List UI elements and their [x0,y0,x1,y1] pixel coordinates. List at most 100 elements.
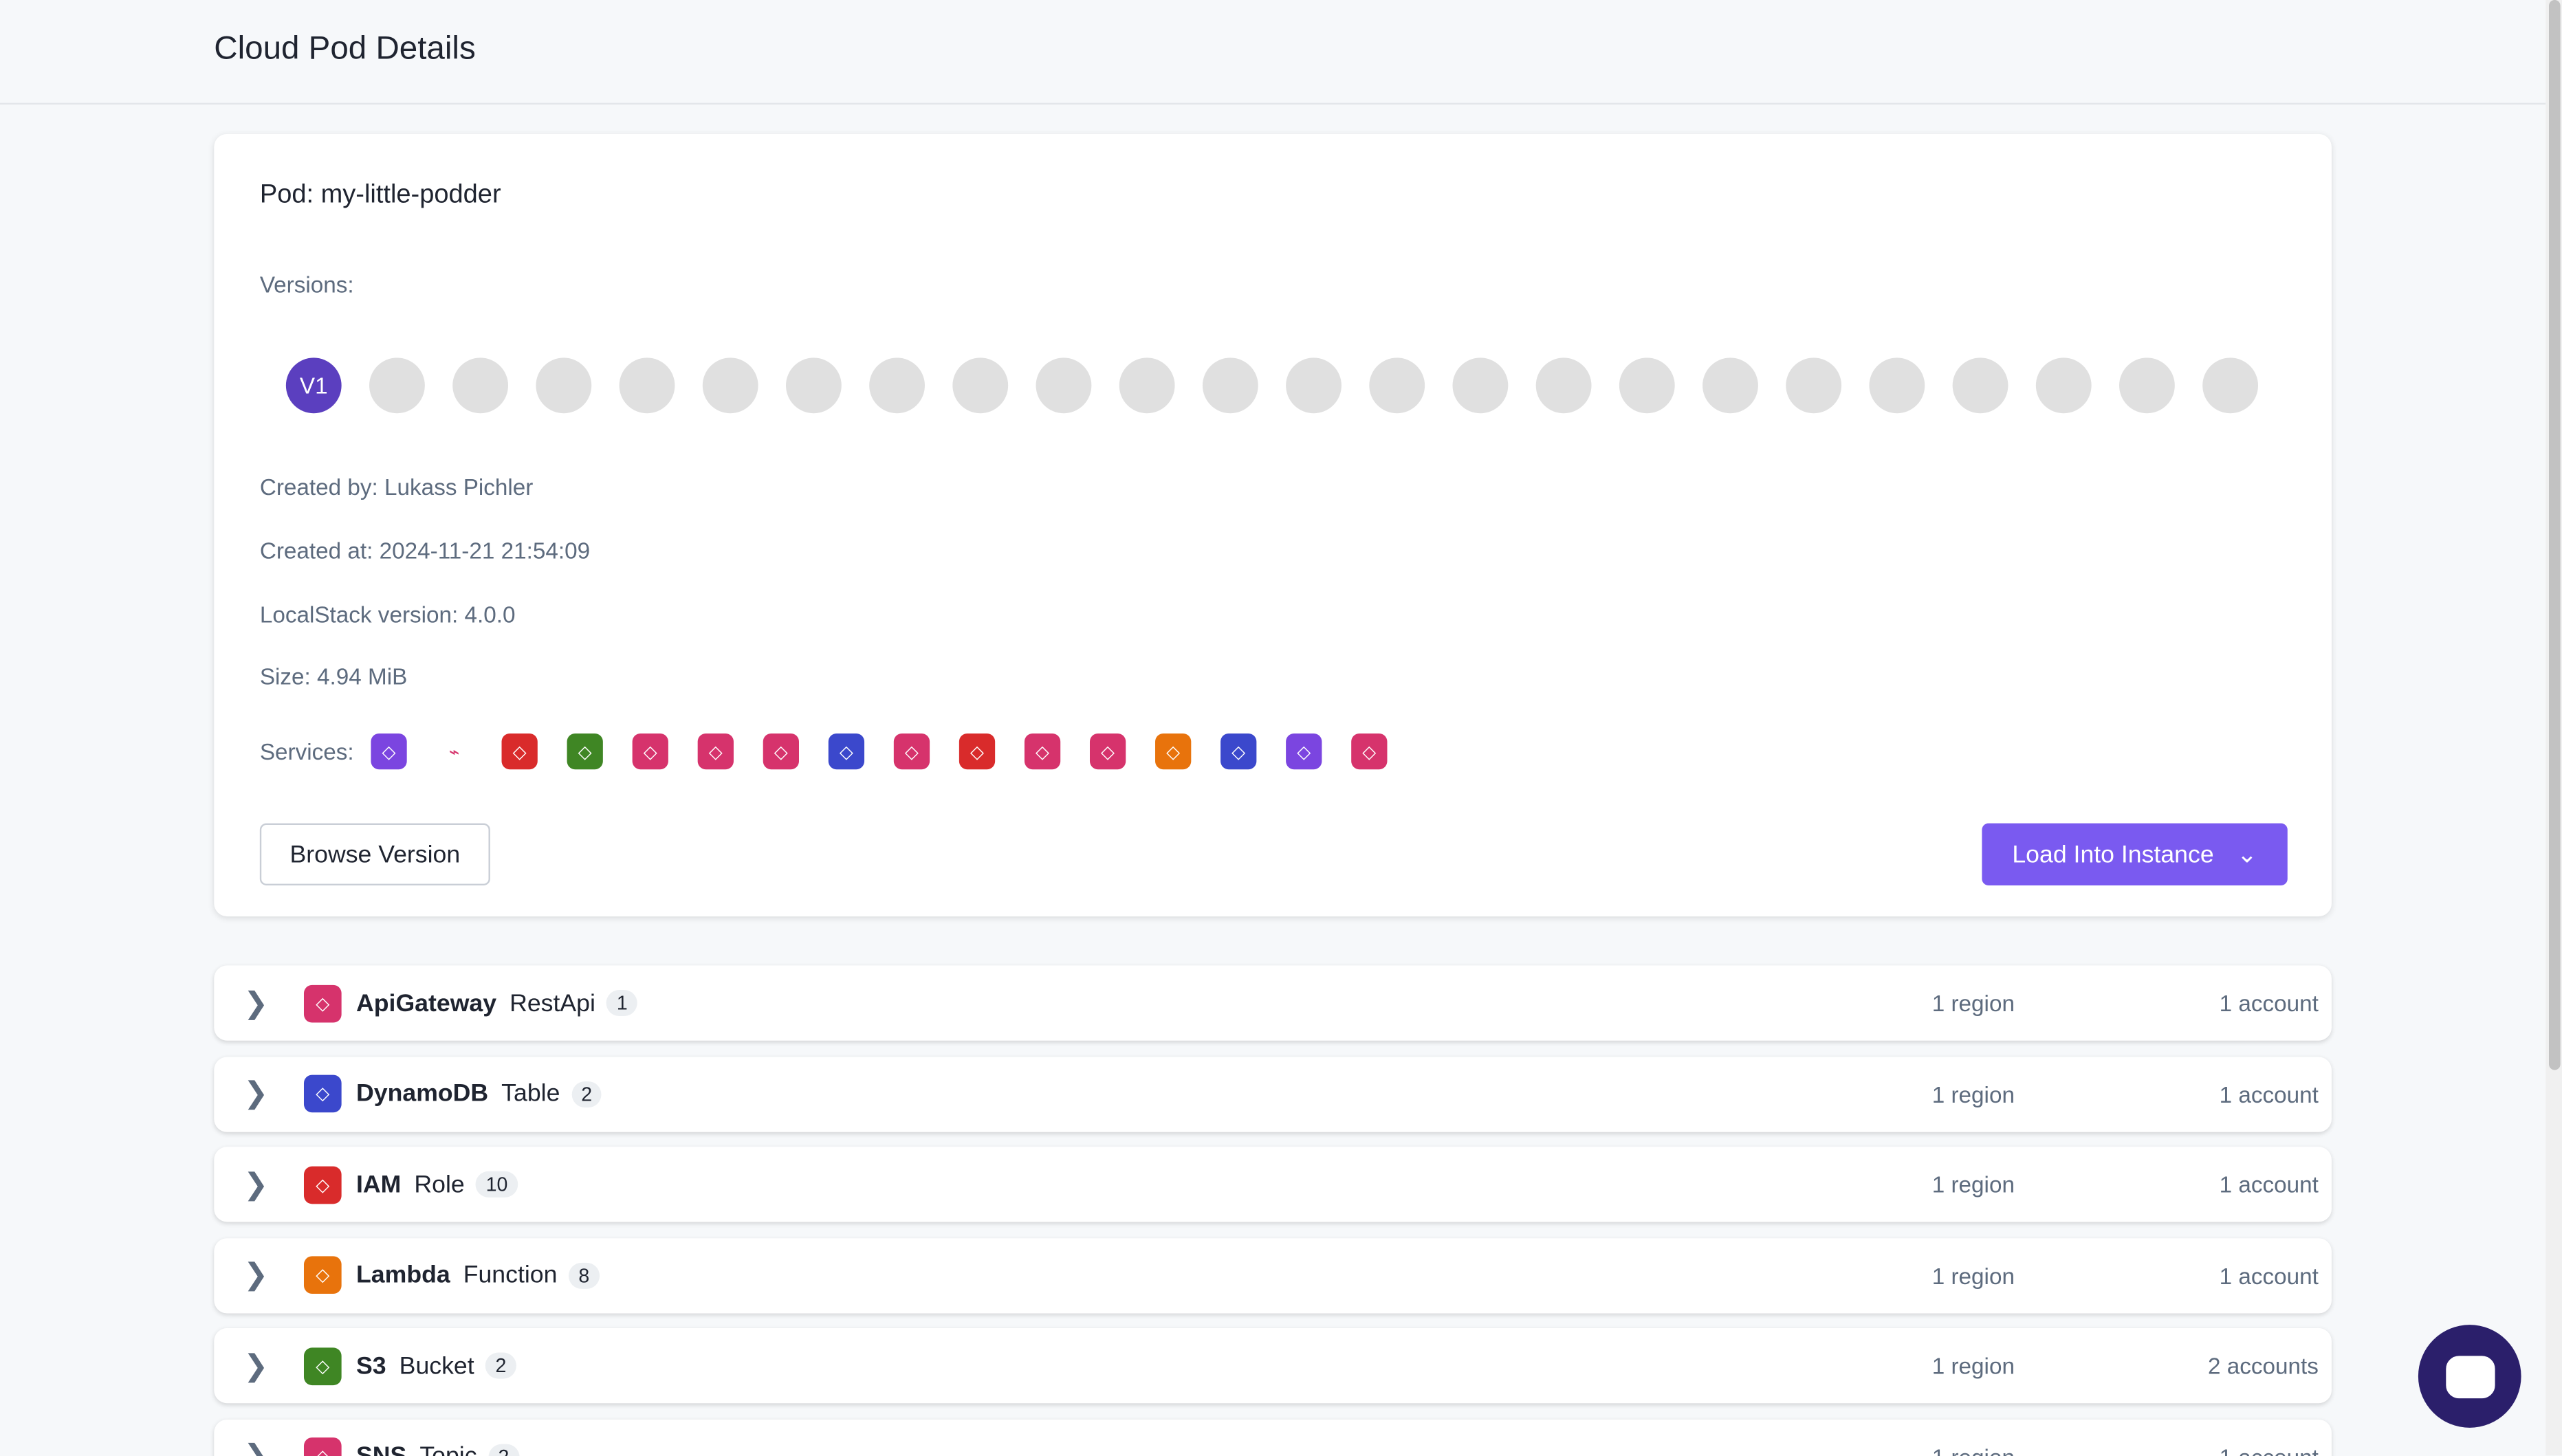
version-15[interactable] [1452,357,1509,414]
version-20[interactable] [1869,357,1925,414]
account-count: 1 account [2219,1171,2319,1198]
kms-icon: ◇ [959,733,996,770]
version-9[interactable] [952,357,1009,414]
resource-row[interactable]: ❯ ◇ SNS Topic 2 1 region 1 account [214,1418,2332,1456]
count-badge: 1 [606,990,637,1017]
appsync-icon: ◇ [763,733,800,770]
account-count: 1 account [2219,990,2319,1017]
region-count: 1 region [1932,1443,2015,1456]
version-1[interactable]: V1 [285,357,342,414]
tag-icon: ⌁ [436,733,472,770]
version-13[interactable] [1286,357,1342,414]
count-badge: 10 [476,1171,518,1198]
version-23[interactable] [2119,357,2175,414]
count-badge: 8 [569,1261,600,1288]
chevron-right-icon[interactable]: ❯ [243,1076,268,1110]
service-name: S3 [356,1352,386,1380]
version-18[interactable] [1702,357,1758,414]
version-24[interactable] [2202,357,2259,414]
version-7[interactable] [785,357,842,414]
version-16[interactable] [1535,357,1592,414]
versions-label: Versions: [259,271,354,298]
dynamodb-icon: ◇ [303,1074,342,1113]
resource-type: Topic [419,1442,477,1456]
resource-row[interactable]: ❯ ◇ IAM Role 10 1 region 1 account [214,1147,2332,1222]
resource-name: SNS Topic 2 [356,1442,519,1456]
chevron-right-icon[interactable]: ❯ [243,1348,268,1382]
chevron-right-icon[interactable]: ❯ [243,1257,268,1291]
localstack-version: LocalStack version: 4.0.0 [259,601,516,628]
version-6[interactable] [702,357,758,414]
dynamodb-streams-icon: ◇ [1220,733,1257,770]
resource-row[interactable]: ❯ ◇ Lambda Function 8 1 region 1 account [214,1237,2332,1313]
lambda-icon: ◇ [303,1256,342,1294]
load-label: Load Into Instance [2012,840,2214,868]
resource-name: ApiGateway RestApi 1 [356,989,637,1017]
version-14[interactable] [1369,357,1425,414]
pod-details-card: Pod: my-little-podder Versions: V1 Creat… [214,133,2332,917]
chevron-down-icon: ⌄ [2236,841,2257,870]
load-into-instance-button[interactable]: Load Into Instance ⌄ [1982,823,2288,885]
sns-icon: ◇ [303,1437,342,1456]
created-at: Created at: 2024-11-21 21:54:09 [259,537,591,564]
resource-row[interactable]: ❯ ◇ S3 Bucket 2 1 region 2 accounts [214,1327,2332,1404]
version-12[interactable] [1202,357,1258,414]
services-label: Services: [259,738,354,765]
page-title: Cloud Pod Details [214,31,476,67]
eventbridge-icon: ◇ [632,733,668,770]
chevron-right-icon[interactable]: ❯ [243,1439,268,1456]
version-4[interactable] [536,357,592,414]
apigateway-icon: ◇ [1089,733,1126,770]
version-3[interactable] [452,357,509,414]
chevron-right-icon[interactable]: ❯ [243,986,268,1019]
count-badge: 2 [485,1352,516,1379]
pod-size: Size: 4.94 MiB [259,663,408,690]
version-22[interactable] [2035,357,2092,414]
iam-icon: ◇ [501,733,538,770]
account-count: 1 account [2219,1261,2319,1288]
cloudfront-icon: ◇ [371,733,407,770]
created-by: Created by: Lukass Pichler [259,474,534,500]
version-timeline: V1 [285,357,2259,414]
resource-name: DynamoDB Table 2 [356,1080,602,1107]
count-badge: 2 [488,1443,519,1456]
version-11[interactable] [1119,357,1175,414]
region-count: 1 region [1931,990,2015,1017]
apigateway-icon: ◇ [303,984,342,1022]
cloudwatch-icon: ◇ [893,733,930,770]
service-name: IAM [356,1170,402,1199]
lambda-icon: ◇ [1155,733,1192,770]
resource-row[interactable]: ❯ ◇ DynamoDB Table 2 1 region 1 account [214,1056,2332,1132]
resource-name: S3 Bucket 2 [356,1352,516,1380]
apigateway-v2-icon: ◇ [1351,733,1388,770]
version-19[interactable] [1786,357,1842,414]
service-name: ApiGateway [356,989,497,1017]
version-17[interactable] [1619,357,1675,414]
s3-icon: ◇ [567,733,603,770]
chevron-right-icon[interactable]: ❯ [243,1167,268,1200]
browse-version-button[interactable]: Browse Version [259,823,490,885]
iam-icon: ◇ [303,1165,342,1204]
version-8[interactable] [869,357,925,414]
region-count: 1 region [1931,1080,2015,1107]
kinesis-icon: ◇ [1286,733,1322,770]
version-5[interactable] [619,357,675,414]
account-count: 1 account [2220,1443,2319,1456]
resource-type: Function [463,1261,558,1289]
resource-type: RestApi [510,989,595,1017]
version-10[interactable] [1036,357,1092,414]
scrollbar-thumb[interactable] [2548,0,2561,1070]
count-badge: 2 [571,1080,602,1107]
resource-row[interactable]: ❯ ◇ ApiGateway RestApi 1 1 region 1 accoun… [214,965,2332,1041]
resource-name: Lambda Function 8 [356,1261,600,1289]
dynamodb-icon: ◇ [828,733,865,770]
chat-button[interactable] [2418,1325,2521,1428]
region-count: 1 region [1931,1171,2015,1198]
account-count: 2 accounts [2208,1352,2319,1379]
sns-icon: ◇ [1024,733,1061,770]
version-2[interactable] [369,357,425,414]
pod-title: Pod: my-little-podder [259,181,501,210]
region-count: 1 region [1931,1352,2015,1379]
version-21[interactable] [1952,357,2008,414]
